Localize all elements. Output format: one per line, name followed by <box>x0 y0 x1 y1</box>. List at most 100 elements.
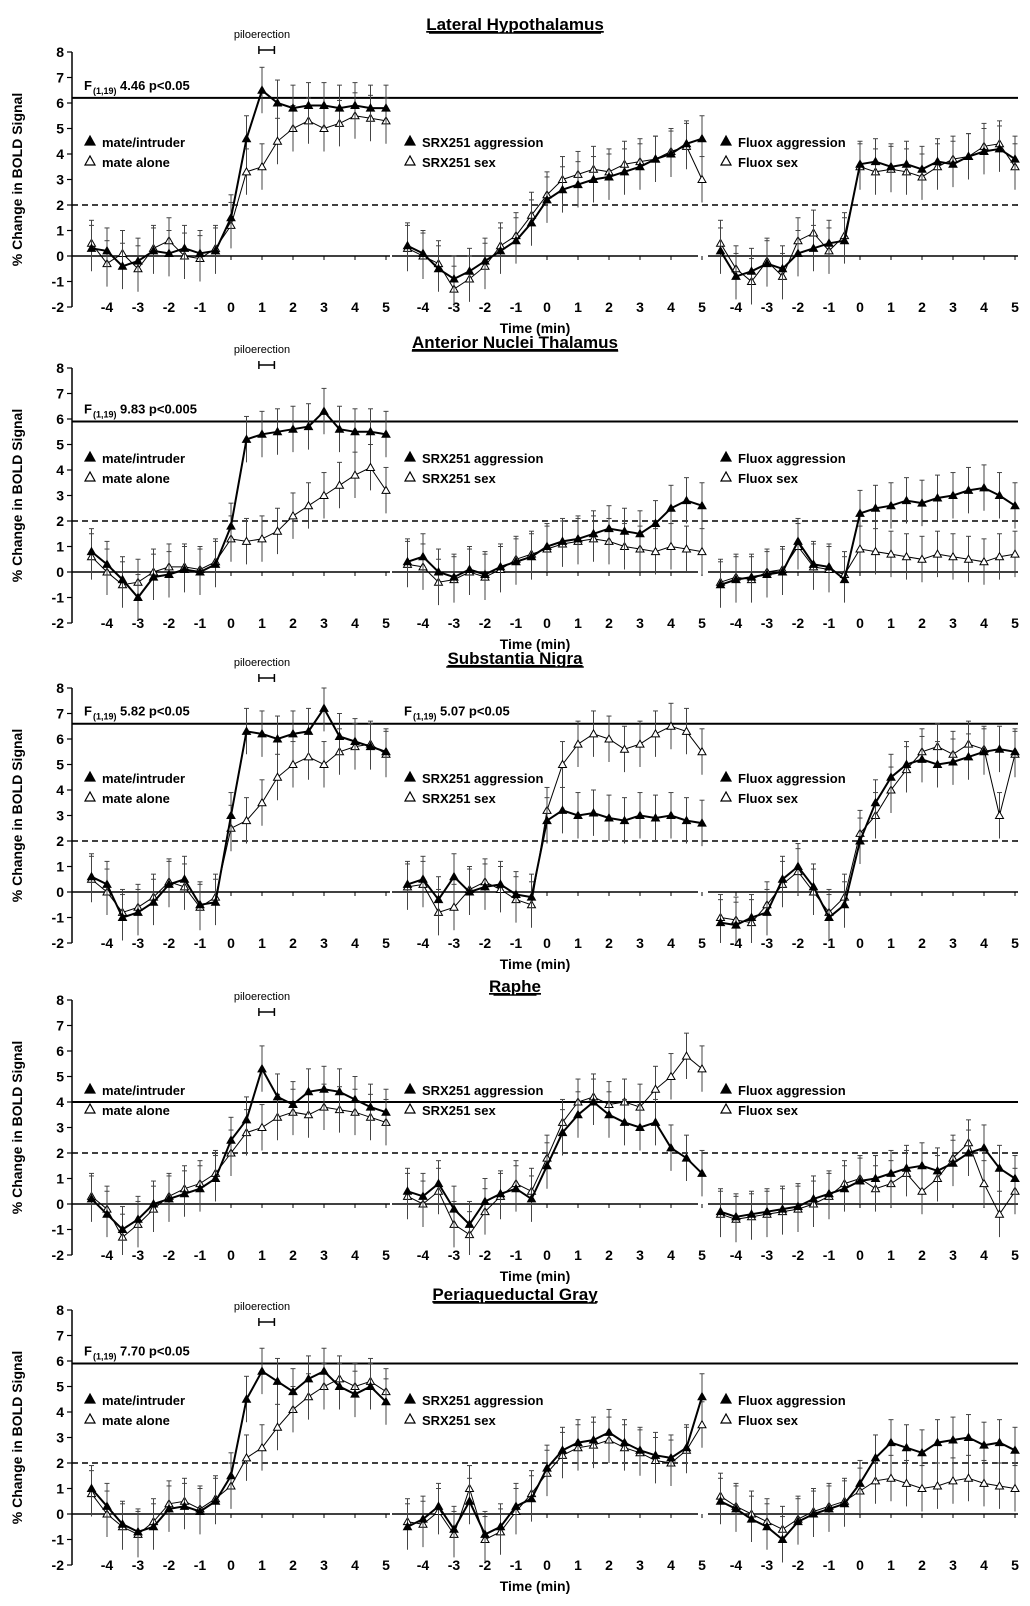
data-point-filled <box>272 97 283 107</box>
x-tick-label: 1 <box>258 615 266 631</box>
data-point-filled <box>350 1389 360 1398</box>
row-title: Periaqueductal Gray <box>432 1285 598 1304</box>
data-point-filled <box>257 728 267 738</box>
data-point-filled <box>697 500 707 510</box>
series-filled <box>86 1045 391 1253</box>
x-axis-title: Time (min) <box>500 320 571 336</box>
data-point-filled <box>526 217 537 227</box>
x-tick-label: 5 <box>1011 1247 1019 1263</box>
data-point-filled <box>715 245 726 255</box>
data-point-open <box>241 536 252 545</box>
y-tick-label: 4 <box>56 1404 64 1420</box>
data-point-filled <box>666 503 676 512</box>
data-point-filled <box>148 245 159 255</box>
stat-F: F <box>84 78 92 93</box>
data-point-open <box>697 1419 707 1429</box>
y-tick-label: -1 <box>52 910 65 926</box>
legend-marker-filled <box>719 1082 733 1094</box>
series-open <box>715 523 1020 606</box>
data-point-filled <box>381 429 391 438</box>
x-tick-label: -4 <box>101 299 114 315</box>
x-tick-label: 1 <box>258 935 266 951</box>
data-point-filled <box>210 245 221 255</box>
y-tick-label: -1 <box>52 274 65 290</box>
data-point-filled <box>511 235 521 245</box>
data-point-filled <box>979 746 989 756</box>
data-point-filled <box>762 907 772 916</box>
data-point-filled <box>604 1109 614 1119</box>
y-tick-label: 6 <box>56 411 64 427</box>
x-tick-label: -4 <box>417 1557 430 1573</box>
data-point-filled <box>917 498 927 507</box>
data-point-filled <box>148 572 159 581</box>
data-point-filled <box>350 1094 360 1103</box>
series-filled <box>715 464 1020 608</box>
x-tick-label: -3 <box>761 615 774 631</box>
x-tick-label: -4 <box>417 299 430 315</box>
x-tick-label: 1 <box>887 299 895 315</box>
x-tick-label: -2 <box>792 299 805 315</box>
data-point-open <box>963 554 974 563</box>
data-point-filled <box>870 797 881 807</box>
legend-label: mate/intruder <box>102 771 185 786</box>
legend-marker-filled <box>83 1392 97 1404</box>
legend-label: mate alone <box>102 155 170 170</box>
data-point-filled <box>746 1514 757 1523</box>
x-tick-label: 4 <box>667 299 675 315</box>
data-point-filled <box>824 238 834 247</box>
data-point-filled <box>808 1508 819 1518</box>
data-point-filled <box>839 235 850 245</box>
legend-marker-open <box>719 154 733 166</box>
x-tick-label: -1 <box>823 615 836 631</box>
legend-label: Fluox sex <box>738 155 799 170</box>
data-point-open <box>932 1480 943 1490</box>
row-title: Substantia Nigra <box>447 649 583 668</box>
data-point-filled <box>1010 746 1020 756</box>
legend-marker-open <box>719 470 733 482</box>
legend-label: Fluox sex <box>738 1103 799 1118</box>
data-point-filled <box>257 1063 267 1073</box>
series-open <box>402 1032 707 1255</box>
x-tick-label: -4 <box>730 299 743 315</box>
data-point-filled <box>226 521 236 530</box>
x-tick-label: 5 <box>698 299 706 315</box>
x-tick-label: 3 <box>320 299 328 315</box>
legend-marker-filled <box>403 1392 417 1404</box>
x-tick-label: 5 <box>698 615 706 631</box>
data-point-filled <box>179 243 190 252</box>
legend-label: mate/intruder <box>102 135 185 150</box>
data-point-filled <box>433 1178 444 1188</box>
piloerection-label: piloerection <box>234 29 290 41</box>
x-tick-label: -1 <box>510 299 523 315</box>
data-point-filled <box>402 556 413 566</box>
legend-marker-open <box>83 1412 97 1424</box>
x-tick-label: 4 <box>980 299 988 315</box>
data-point-filled <box>963 485 974 494</box>
legend-marker-filled <box>403 134 417 146</box>
data-point-filled <box>886 1437 896 1447</box>
data-point-filled <box>402 1521 413 1531</box>
data-point-filled <box>793 1516 803 1526</box>
x-tick-label: 5 <box>698 935 706 951</box>
data-point-filled <box>179 1501 190 1510</box>
legend-marker-open <box>83 1102 97 1114</box>
x-tick-label: -2 <box>479 615 492 631</box>
x-tick-label: 4 <box>351 615 359 631</box>
x-tick-label: -4 <box>101 1247 114 1263</box>
x-tick-label: 4 <box>351 299 359 315</box>
data-point-filled <box>870 1173 881 1182</box>
stat-text: 5.82 p<0.05 <box>120 704 190 719</box>
data-point-open <box>334 480 345 489</box>
data-point-open <box>681 544 692 553</box>
data-point-open <box>979 556 989 566</box>
data-point-filled <box>870 156 881 166</box>
x-tick-label: 1 <box>574 1557 582 1573</box>
data-point-filled <box>542 1160 552 1170</box>
data-point-filled <box>511 889 521 899</box>
data-point-filled <box>994 1163 1005 1172</box>
x-tick-label: -4 <box>101 615 114 631</box>
data-point-open <box>272 1422 283 1431</box>
y-tick-label: 2 <box>56 1145 64 1161</box>
data-point-filled <box>195 1183 205 1193</box>
data-point-filled <box>557 536 568 545</box>
